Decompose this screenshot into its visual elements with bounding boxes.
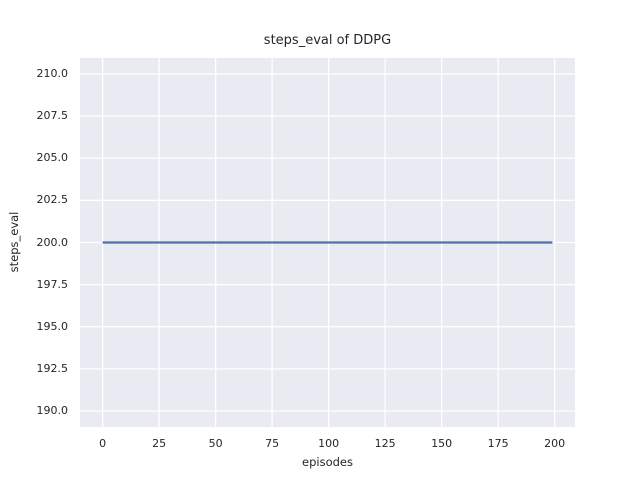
- x-tick-label: 50: [208, 437, 223, 450]
- y-tick-label: 195.0: [36, 319, 69, 333]
- x-tick-label: 0: [99, 437, 107, 450]
- y-tick-label: 190.0: [36, 403, 69, 417]
- x-tick-label: 125: [374, 437, 396, 450]
- chart-title: steps_eval of DDPG: [263, 33, 392, 48]
- x-axis-label: episodes: [302, 455, 353, 469]
- x-tick-label: 200: [544, 437, 566, 450]
- x-tick-label: 100: [318, 437, 340, 450]
- chart-canvas: [80, 58, 575, 427]
- x-tick-label: 25: [152, 437, 167, 450]
- x-tick-label: 75: [265, 437, 280, 450]
- y-tick-label: 192.5: [36, 361, 69, 375]
- plot-area: [80, 58, 575, 427]
- y-tick-label: 200.0: [36, 235, 69, 249]
- x-tick-label: 175: [487, 437, 509, 450]
- y-tick-label: 202.5: [36, 193, 69, 207]
- y-tick-label: 210.0: [36, 67, 69, 80]
- y-tick-label: 205.0: [36, 151, 69, 165]
- y-axis-label: steps_eval: [7, 211, 21, 273]
- x-tick-label: 150: [431, 437, 453, 450]
- y-tick-label: 197.5: [36, 277, 69, 291]
- y-tick-label: 207.5: [36, 109, 69, 123]
